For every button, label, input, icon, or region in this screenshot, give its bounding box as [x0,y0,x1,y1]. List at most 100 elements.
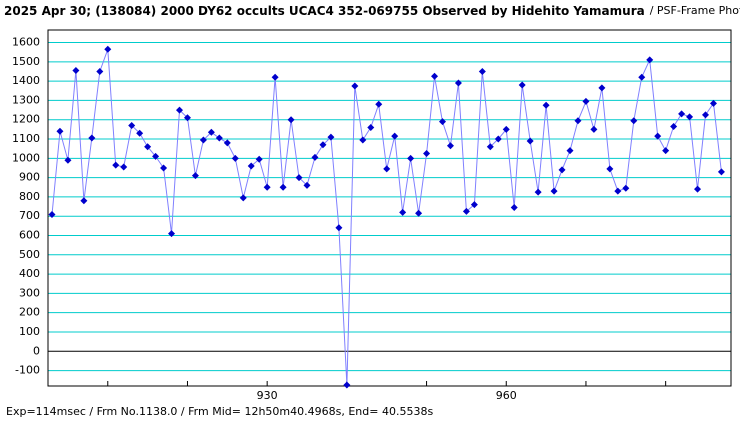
data-point [678,110,686,118]
data-point [438,118,446,126]
data-point [383,165,391,173]
data-point [391,132,399,140]
data-point [351,82,359,90]
data-point [152,152,160,160]
data-point [80,197,88,205]
data-point [654,132,662,140]
data-point [104,45,112,53]
data-point [494,135,502,143]
data-point [717,168,725,176]
data-point [199,136,207,144]
data-point [359,136,367,144]
data-point [231,154,239,162]
data-point [646,56,654,64]
data-point [670,122,678,130]
plot-frame [47,29,732,387]
data-point [271,73,279,81]
y-tick-label: 1200 [12,113,40,126]
data-point [48,210,56,218]
data-point [295,174,303,182]
data-point [534,188,542,196]
x-tick-label: 960 [496,389,517,402]
data-point [462,207,470,215]
data-point [223,139,231,147]
y-tick-label: 900 [19,171,40,184]
data-point [64,156,72,164]
data-point [136,129,144,137]
data-point [255,155,263,163]
y-tick-label: 1100 [12,132,40,145]
data-point [423,149,431,157]
data-point [279,183,287,191]
data-point [160,164,168,172]
y-tick-label: 1400 [12,74,40,87]
y-tick-label: -100 [15,364,40,377]
data-point [375,100,383,108]
data-point [311,153,319,161]
data-point [550,187,558,195]
data-point [558,166,566,174]
y-tick-label: 1500 [12,55,40,68]
data-point [144,143,152,151]
y-tick-label: 500 [19,248,40,261]
y-tick-label: 800 [19,190,40,203]
data-point [343,381,351,389]
data-point [622,184,630,192]
data-point [638,73,646,81]
data-point [431,72,439,80]
data-point [486,143,494,151]
data-point [470,201,478,209]
data-point [614,187,622,195]
data-point [686,113,694,121]
data-point [478,67,486,75]
y-tick-label: 400 [19,267,40,280]
y-tick-label: 1600 [12,36,40,49]
data-point [502,125,510,133]
data-point [175,106,183,114]
data-point [239,194,247,202]
y-tick-label: 300 [19,286,40,299]
data-point [168,230,176,238]
data-point [120,163,128,171]
data-point [526,137,534,145]
data-point [446,142,454,150]
data-point [367,123,375,131]
y-tick-label: 100 [19,325,40,338]
data-point [56,127,64,135]
data-point [263,183,271,191]
y-tick-label: 700 [19,209,40,222]
data-point [303,181,311,189]
footer: Exp=114msec / Frm No.1138.0 / Frm Mid= 1… [6,405,433,418]
data-point [112,161,120,169]
data-point [327,133,335,141]
y-tick-label: 200 [19,306,40,319]
data-point [215,134,223,142]
x-tick-label: 930 [257,389,278,402]
data-point [454,79,462,87]
y-tick-label: 0 [33,344,40,357]
subtitle: / PSF-Frame Photometry / [650,4,740,17]
data-point [701,111,709,119]
data-point [566,147,574,155]
data-point [582,97,590,105]
title: 2025 Apr 30; (138084) 2000 DY62 occults … [4,4,645,18]
data-point [335,224,343,232]
data-point [72,67,80,75]
data-point [287,116,295,124]
data-point [518,81,526,89]
data-point [399,208,407,216]
data-point [590,125,598,133]
y-tick-label: 1300 [12,93,40,106]
data-point [407,154,415,162]
data-point [319,141,327,149]
data-point [207,128,215,136]
data-point [510,204,518,212]
data-point [96,67,104,75]
data-point [598,84,606,92]
y-tick-label: 1000 [12,151,40,164]
data-point [630,117,638,125]
data-point [709,99,717,107]
data-point [606,165,614,173]
